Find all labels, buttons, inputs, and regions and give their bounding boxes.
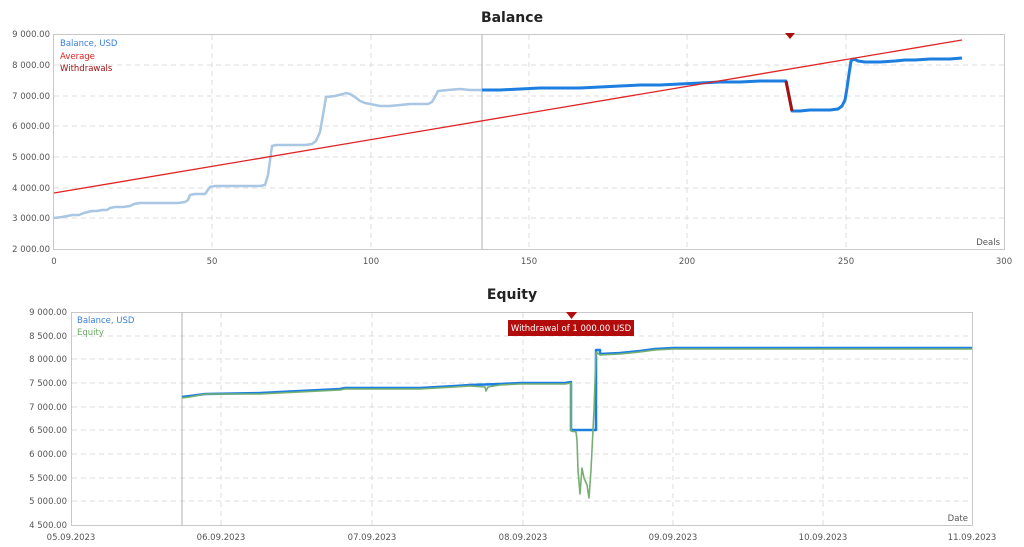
equity-y-tick: 8 000.00: [29, 355, 67, 365]
balance-x-axis-label: Deals: [976, 238, 1000, 248]
withdrawal-tooltip-text: Withdrawal of 1 000.00 USD: [511, 324, 632, 334]
equity-y-tick: 4 500.00: [29, 521, 67, 531]
equity-y-tick: 8 500.00: [29, 332, 67, 342]
equity-chart: Withdrawal of 1 000.00 USD 9 000.00 8 50…: [29, 308, 996, 543]
equity-y-tick: 7 500.00: [29, 379, 67, 389]
legend-equity: Equity: [77, 328, 104, 338]
balance-y-tick: 9 000.00: [12, 30, 50, 40]
legend-withdrawals: Withdrawals: [60, 64, 113, 74]
balance-y-tick: 3 000.00: [12, 214, 50, 224]
withdrawal-tooltip: [508, 320, 634, 336]
equity-x-axis-label: Date: [948, 514, 968, 524]
withdrawal-marker-icon[interactable]: [785, 33, 795, 39]
equity-y-tick: 7 000.00: [29, 403, 67, 413]
equity-x-tick: 09.09.2023: [649, 533, 698, 543]
equity-x-tick: 11.09.2023: [948, 533, 997, 543]
equity-y-tick: 5 500.00: [29, 474, 67, 484]
equity-y-tick: 5 000.00: [29, 497, 67, 507]
balance-y-tick: 6 000.00: [12, 122, 50, 132]
balance-y-tick: 8 000.00: [12, 61, 50, 71]
equity-y-tick: 6 500.00: [29, 426, 67, 436]
balance-chart: 9 000.00 8 000.00 7 000.00 6 000.00 5 00…: [12, 30, 1012, 267]
balance-y-tick: 7 000.00: [12, 92, 50, 102]
balance-x-tick: 50: [207, 257, 218, 267]
legend-average: Average: [60, 52, 95, 62]
balance-x-tick: 250: [838, 257, 854, 267]
balance-y-tick: 4 000.00: [12, 184, 50, 194]
legend-balance: Balance, USD: [60, 39, 118, 49]
equity-x-tick: 10.09.2023: [799, 533, 848, 543]
balance-x-tick: 150: [521, 257, 537, 267]
balance-y-tick: 5 000.00: [12, 153, 50, 163]
equity-y-tick: 6 000.00: [29, 450, 67, 460]
withdrawal-marker-icon[interactable]: [566, 312, 577, 319]
balance-x-tick: 200: [679, 257, 695, 267]
equity-x-tick: 08.09.2023: [499, 533, 548, 543]
balance-x-tick: 100: [363, 257, 379, 267]
balance-y-tick: 2 000.00: [12, 245, 50, 255]
balance-x-tick: 300: [996, 257, 1012, 267]
equity-y-tick: 9 000.00: [29, 308, 67, 318]
legend-balance: Balance, USD: [77, 316, 135, 326]
equity-x-tick: 06.09.2023: [197, 533, 246, 543]
equity-x-tick: 05.09.2023: [47, 533, 96, 543]
equity-x-tick: 07.09.2023: [348, 533, 397, 543]
equity-chart-title: Equity: [486, 287, 538, 303]
balance-chart-title: Balance: [480, 10, 544, 26]
balance-x-tick: 0: [51, 257, 56, 267]
